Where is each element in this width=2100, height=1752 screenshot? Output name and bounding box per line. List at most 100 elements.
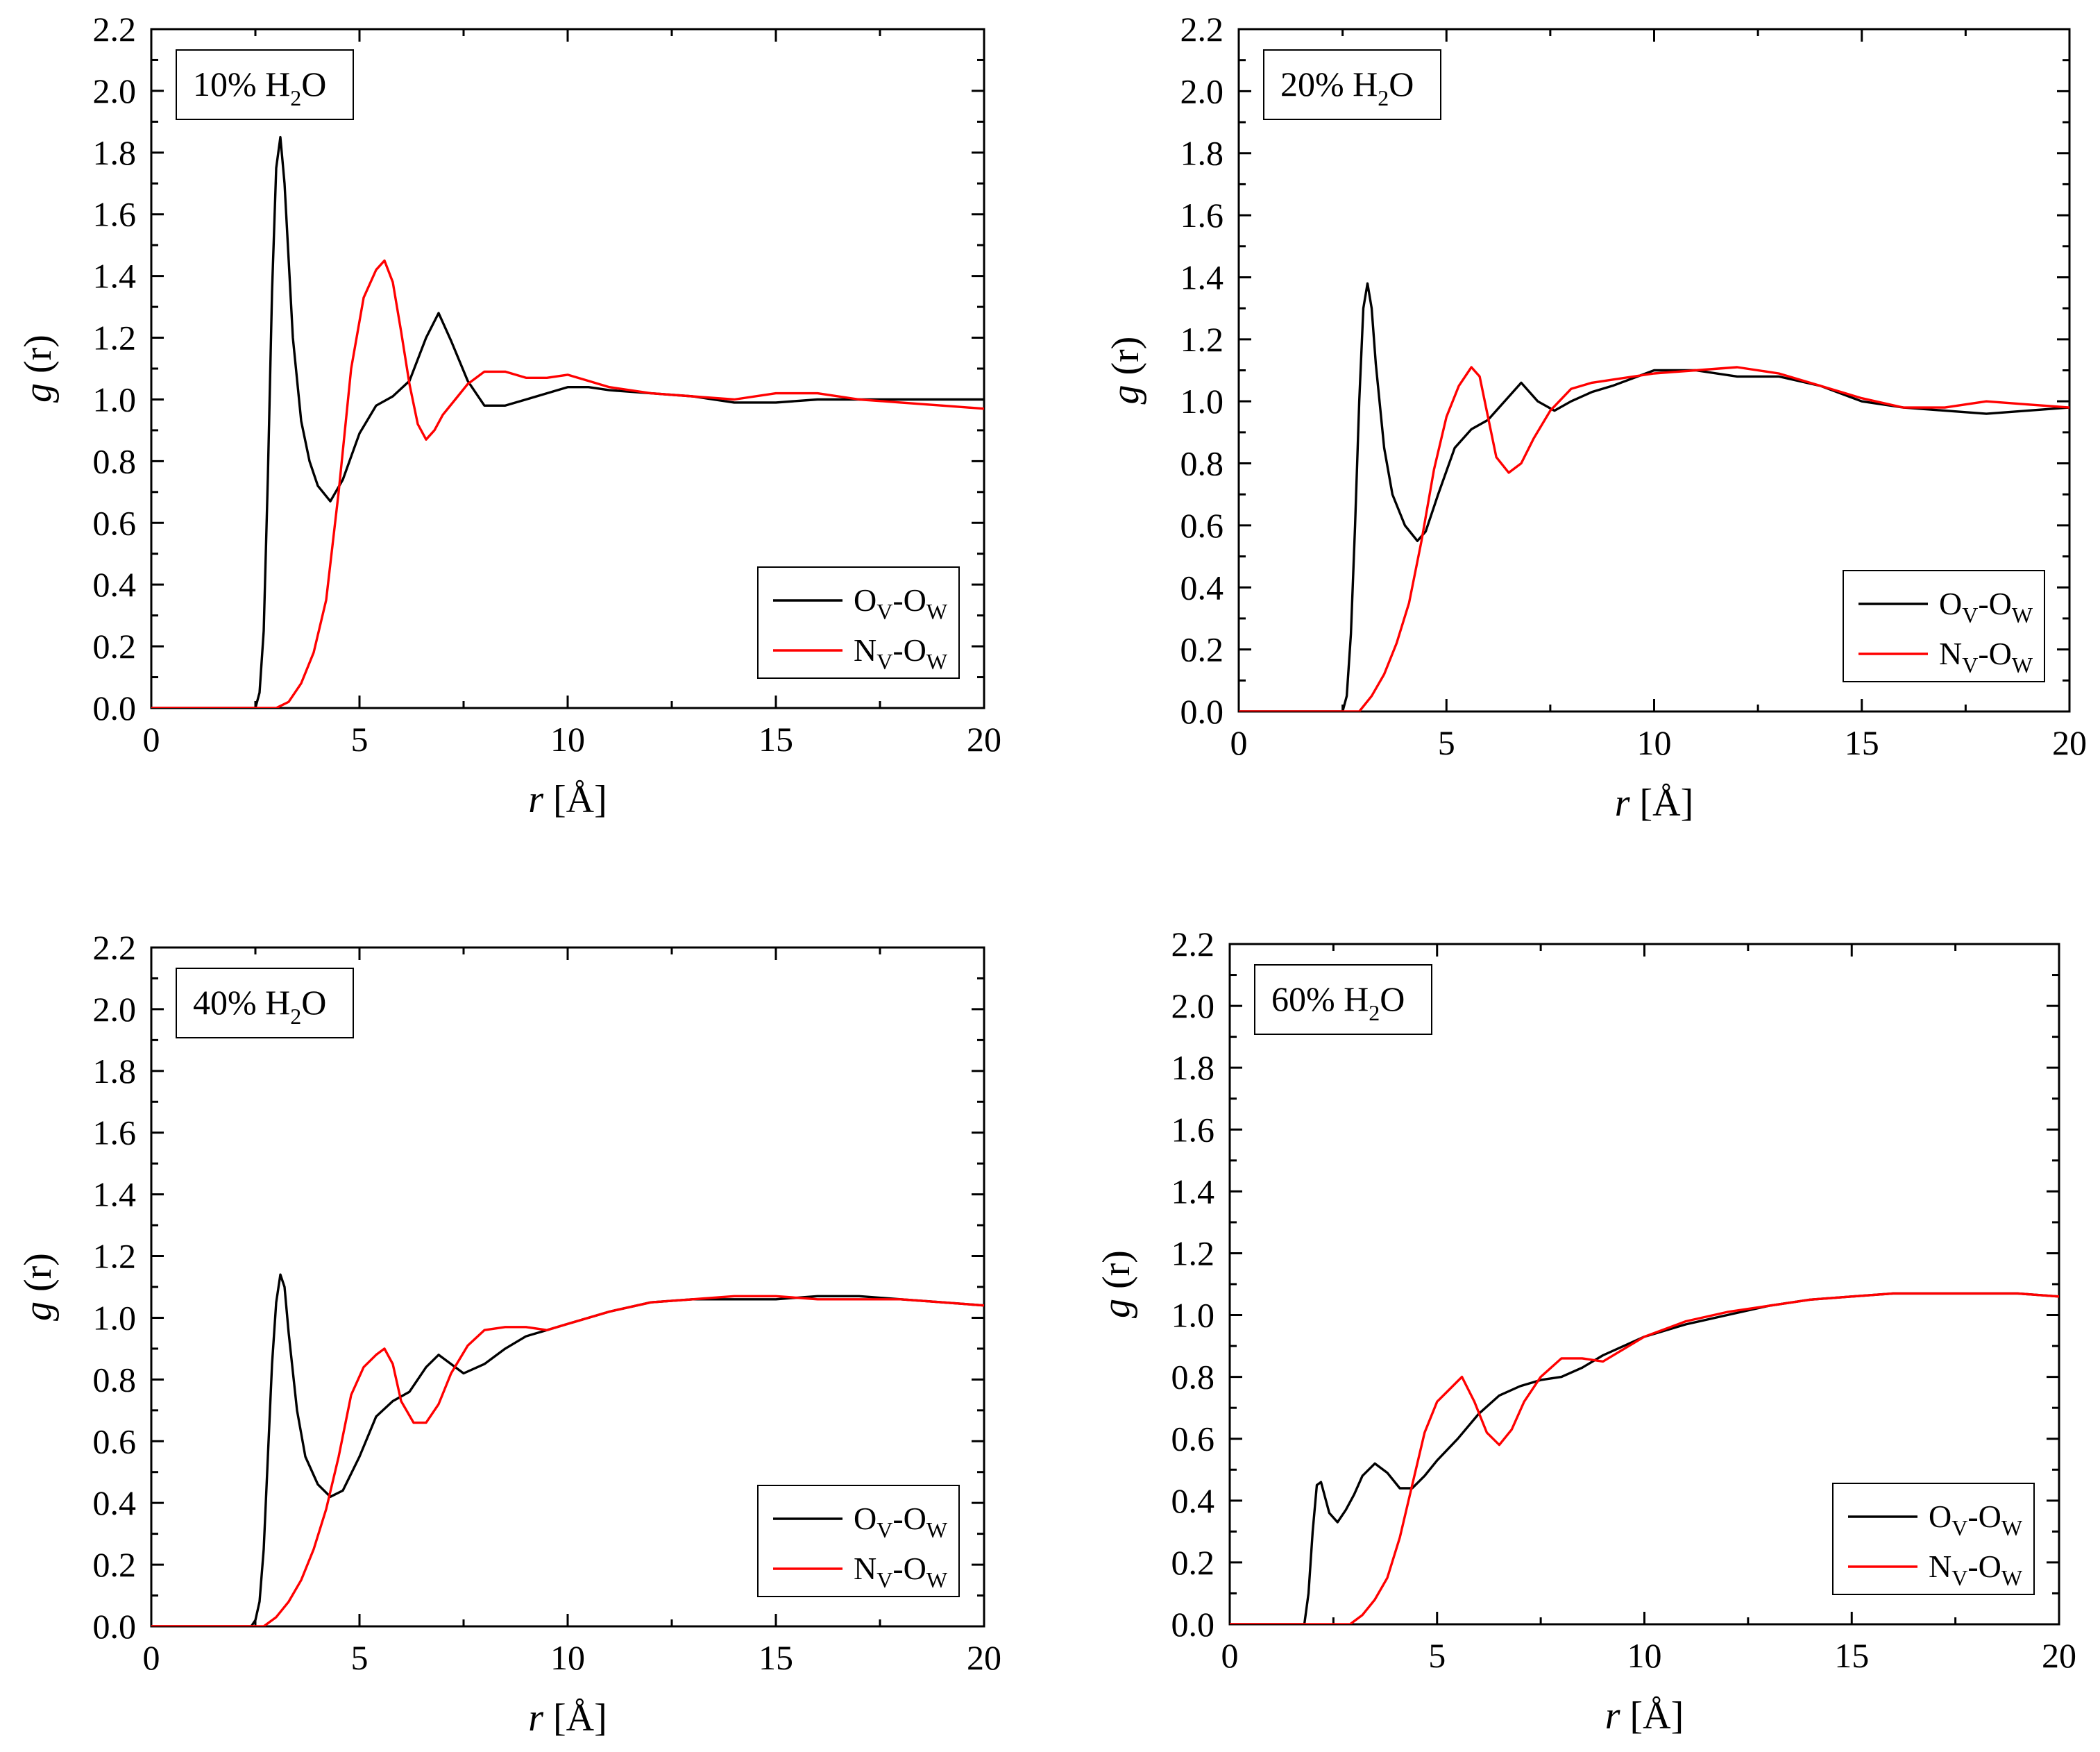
legend-label-ov-ow: OV-OW	[1939, 586, 2033, 627]
y-tick-label: 1.6	[93, 1113, 137, 1152]
y-tick-label: 0.4	[93, 1483, 137, 1522]
y-tick-label: 0.0	[1180, 692, 1224, 731]
series-line-ov-ow	[151, 1273, 984, 1626]
legend-label-ov-ow: OV-OW	[854, 582, 948, 624]
chart-panel-1: 0 5 10 15 20 0.0 0.2 0.4 0.6 0.8 1.0 1.2 1.4 1.6 1.8 2.…	[17, 10, 1001, 821]
panel-label-text: 40% H2O	[193, 983, 326, 1029]
y-tick-label: 1.0	[93, 380, 137, 419]
y-tick-label: 1.8	[1180, 134, 1224, 173]
panel-label-text: 60% H2O	[1271, 979, 1405, 1025]
y-tick-label: 2.2	[1180, 10, 1224, 49]
y-tick-label: 1.2	[93, 1237, 137, 1276]
x-tick-label: 5	[1428, 1636, 1446, 1675]
y-tick-label: 2.0	[93, 71, 137, 110]
series-line-ov-ow	[151, 135, 984, 708]
x-tick-label: 15	[1845, 723, 1879, 762]
x-tick-label: 15	[1834, 1636, 1869, 1675]
x-tick-label: 0	[1230, 723, 1248, 762]
legend: OV-OW NV-OW	[757, 1485, 960, 1597]
chart-panel-2: 0 5 10 15 20 0.0 0.2 0.4 0.6 0.8 1.0 1.2 1.4 1.6 1.8 2.…	[1104, 10, 2087, 825]
panel-label-box	[1263, 49, 1441, 120]
series-line-nv-ow	[151, 259, 984, 708]
y-tick-label: 1.2	[93, 319, 137, 357]
legend-box	[757, 1485, 960, 1597]
y-tick-label: 0.4	[1180, 568, 1224, 607]
y-tick-label: 0.8	[93, 441, 137, 480]
y-tick-label: 0.2	[1171, 1543, 1215, 1582]
x-tick-label: 10	[1627, 1636, 1662, 1675]
x-tick-label: 0	[143, 1638, 160, 1677]
x-axis-label: r [Å]	[528, 778, 607, 821]
y-tick-label: 2.0	[93, 990, 137, 1029]
x-axis-label: r [Å]	[528, 1696, 607, 1740]
x-tick-label: 20	[2042, 1636, 2076, 1675]
y-axis-label: g (r)	[17, 335, 60, 403]
x-tick-label: 20	[967, 720, 1001, 759]
y-tick-label: 0.6	[93, 1422, 137, 1460]
y-tick-label: 2.0	[1171, 986, 1215, 1025]
y-tick-label: 1.8	[93, 1052, 137, 1090]
y-tick-label: 0.0	[93, 1607, 137, 1646]
x-tick-label: 15	[759, 720, 793, 759]
series-line-nv-ow	[151, 1295, 984, 1626]
legend: OV-OW NV-OW	[1843, 570, 2045, 682]
y-tick-label: 1.2	[1171, 1233, 1215, 1272]
panel-label-text: 20% H2O	[1280, 65, 1414, 110]
y-tick-label: 1.4	[1180, 258, 1224, 296]
legend-label-ov-ow: OV-OW	[1929, 1499, 2023, 1540]
legend-label-ov-ow: OV-OW	[854, 1501, 948, 1542]
y-tick-label: 0.6	[1180, 506, 1224, 545]
y-tick-label: 0.6	[93, 503, 137, 542]
x-tick-label: 10	[1637, 723, 1672, 762]
y-tick-label: 2.2	[1171, 925, 1215, 963]
x-tick-label: 10	[550, 1638, 585, 1677]
y-tick-label: 0.6	[1171, 1420, 1215, 1458]
panel-label: 40% H2O	[176, 968, 354, 1038]
legend: OV-OW NV-OW	[757, 566, 960, 679]
chart-panel-3: 0 5 10 15 20 0.0 0.2 0.4 0.6 0.8 1.0 1.2 1.4 1.6 1.8 2.…	[17, 928, 1001, 1740]
y-tick-label: 1.2	[1180, 320, 1224, 359]
panel-label-box	[176, 49, 354, 120]
legend-box	[1832, 1483, 2035, 1595]
y-tick-label: 1.4	[1171, 1172, 1215, 1211]
panel-label-text: 10% H2O	[193, 65, 326, 110]
y-tick-label: 1.8	[1171, 1048, 1215, 1087]
y-tick-label: 0.4	[1171, 1481, 1215, 1520]
y-tick-label: 1.0	[93, 1298, 137, 1337]
x-tick-label: 15	[759, 1638, 793, 1677]
x-tick-label: 20	[967, 1638, 1001, 1677]
y-tick-label: 1.6	[1180, 196, 1224, 235]
panel-label: 60% H2O	[1254, 964, 1432, 1035]
y-tick-label: 0.8	[1180, 444, 1224, 483]
y-tick-label: 1.8	[93, 133, 137, 172]
y-tick-label: 2.2	[93, 10, 137, 49]
y-tick-label: 2.2	[93, 928, 137, 967]
y-tick-label: 0.2	[93, 1545, 137, 1584]
legend-box	[1843, 570, 2045, 682]
y-tick-label: 0.8	[93, 1360, 137, 1399]
x-axis-label: r [Å]	[1605, 1694, 1684, 1737]
y-tick-label: 1.0	[1180, 382, 1224, 421]
x-tick-label: 0	[143, 720, 160, 759]
y-tick-label: 0.8	[1171, 1358, 1215, 1397]
y-tick-label: 1.6	[1171, 1110, 1215, 1149]
y-tick-label: 1.4	[93, 257, 137, 296]
x-tick-label: 5	[351, 1638, 369, 1677]
y-tick-label: 0.0	[93, 689, 137, 727]
panel-label-box	[176, 968, 354, 1038]
x-tick-label: 5	[351, 720, 369, 759]
y-axis-label: g (r)	[1095, 1250, 1138, 1318]
x-tick-label: 0	[1221, 1636, 1239, 1675]
y-tick-label: 1.6	[93, 195, 137, 234]
legend-label-nv-ow: NV-OW	[854, 1551, 948, 1592]
legend: OV-OW NV-OW	[1832, 1483, 2035, 1595]
y-tick-label: 0.0	[1171, 1605, 1215, 1644]
y-tick-label: 1.0	[1171, 1296, 1215, 1335]
legend-label-nv-ow: NV-OW	[1929, 1549, 2023, 1590]
y-axis-label: g (r)	[1104, 337, 1147, 405]
chart-panel-4: 0 5 10 15 20 0.0 0.2 0.4 0.6 0.8 1.0 1.2 1.4 1.6 1.8 2.…	[1095, 925, 2076, 1737]
y-tick-label: 2.0	[1180, 71, 1224, 110]
y-tick-label: 0.2	[1180, 630, 1224, 669]
panel-label: 20% H2O	[1263, 49, 1441, 120]
